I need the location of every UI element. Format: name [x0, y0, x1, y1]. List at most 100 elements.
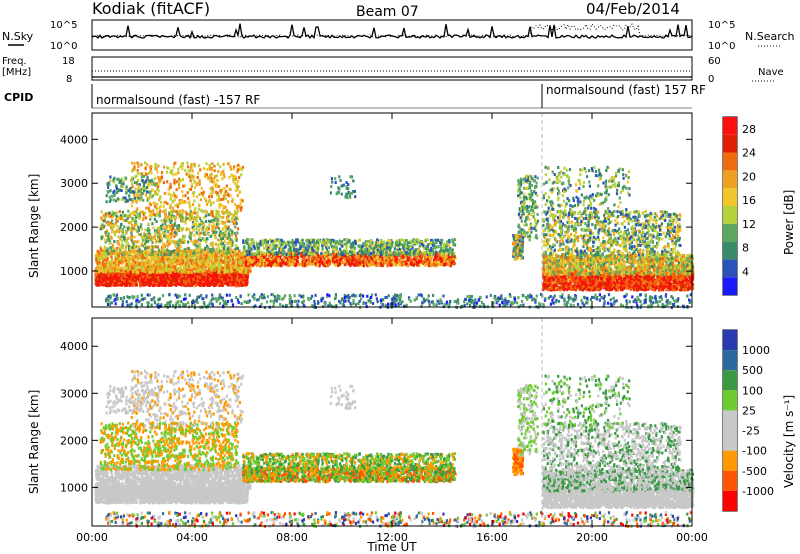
power-cell [173, 162, 176, 166]
power-cell [209, 235, 212, 238]
power-cell [148, 191, 151, 194]
power-cell [151, 178, 154, 182]
power-cell [194, 185, 197, 189]
power-cell [213, 176, 216, 180]
power-cell [202, 279, 205, 283]
power-cell [115, 274, 118, 278]
power-cell [124, 249, 128, 253]
power-cell [217, 263, 220, 267]
power-cell [216, 238, 220, 242]
power-cell [198, 164, 201, 168]
power-cell [161, 275, 164, 279]
power-cell [99, 276, 102, 280]
power-cell [205, 228, 208, 232]
power-cell [188, 254, 191, 258]
power-cell [200, 191, 203, 195]
power-cell [166, 276, 169, 280]
power-cell [131, 182, 134, 186]
power-cell [159, 270, 162, 274]
power-cell [132, 274, 135, 278]
power-cell [107, 270, 110, 274]
power-cell [210, 195, 213, 199]
power-cell [222, 267, 225, 271]
power-cell [234, 264, 237, 268]
power-cell [215, 279, 218, 283]
power-cell [209, 163, 212, 167]
power-cell [175, 256, 178, 260]
power-cell [240, 278, 243, 282]
power-cell [210, 176, 213, 180]
power-cell [169, 267, 172, 271]
power-cell [217, 210, 220, 214]
power-cell [103, 278, 106, 282]
power-cell [243, 274, 246, 277]
power-cell [238, 190, 242, 194]
power-cell [126, 199, 129, 203]
power-cell [245, 273, 248, 277]
power-cell [191, 217, 194, 221]
power-cell [133, 251, 136, 255]
power-cell [118, 257, 121, 261]
power-cell [214, 282, 217, 286]
power-cell [123, 225, 126, 229]
power-cell [170, 268, 173, 272]
power-cell [143, 264, 146, 268]
power-cell [239, 202, 242, 206]
power-cell [167, 270, 170, 274]
power-cell [207, 269, 210, 273]
power-cell [152, 251, 155, 255]
power-cell [113, 233, 116, 237]
power-cell [124, 256, 127, 260]
power-cell [157, 185, 160, 189]
power-cell [194, 261, 198, 265]
power-cell [187, 196, 190, 200]
power-cell [212, 188, 215, 191]
power-cell [191, 259, 194, 263]
power-cell [162, 181, 165, 184]
power-cell [161, 246, 164, 250]
power-cell [201, 254, 204, 258]
power-cell [168, 283, 171, 287]
power-cell [171, 206, 174, 210]
power-cell [216, 225, 219, 229]
power-cell [173, 252, 176, 256]
power-cell [117, 240, 120, 244]
power-cell [222, 237, 225, 240]
power-cell [105, 265, 108, 269]
power-cell [176, 210, 179, 214]
power-cell [143, 236, 146, 240]
power-cell [167, 260, 170, 264]
power-cell [198, 181, 201, 185]
power-cell [228, 259, 231, 263]
power-cell [187, 169, 190, 173]
power-cell [207, 283, 210, 287]
power-cell [117, 278, 120, 282]
power-cell [124, 231, 127, 235]
power-cell [241, 199, 244, 203]
power-cell [223, 261, 226, 265]
power-cell [219, 215, 222, 219]
power-cell [236, 168, 239, 172]
power-cell [151, 238, 154, 242]
power-cell [161, 261, 164, 265]
power-cell [165, 217, 168, 221]
power-cell [246, 275, 249, 279]
power-cell [144, 228, 147, 232]
power-cell [222, 194, 225, 198]
power-cell [107, 236, 110, 240]
power-cell [233, 232, 236, 236]
power-cell [151, 183, 154, 186]
power-cell [239, 274, 242, 278]
power-cell [150, 252, 154, 256]
power-cell [203, 259, 206, 263]
power-cell [99, 225, 102, 228]
power-cell [178, 179, 181, 183]
power-cell [184, 259, 188, 263]
power-cell [207, 258, 210, 262]
power-cell [193, 208, 196, 212]
power-cell [181, 201, 184, 204]
power-cell [218, 205, 221, 209]
power-cell [165, 267, 168, 271]
power-data [94, 161, 695, 310]
power-cell [192, 194, 195, 198]
